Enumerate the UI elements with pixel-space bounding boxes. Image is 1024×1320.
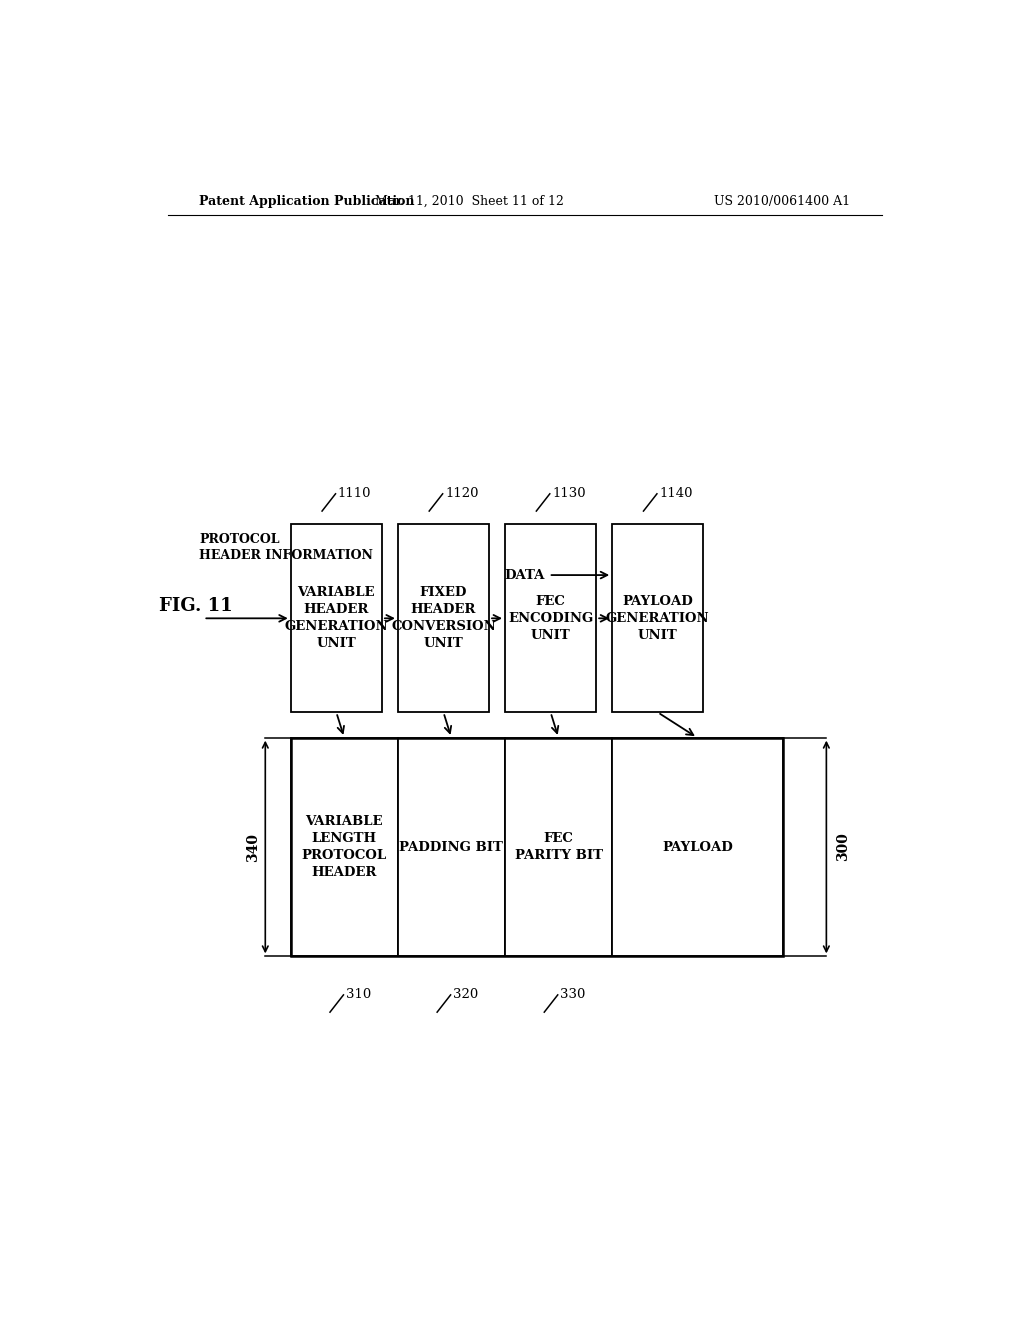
Text: VARIABLE
LENGTH
PROTOCOL
HEADER: VARIABLE LENGTH PROTOCOL HEADER — [302, 814, 387, 879]
Bar — [397, 738, 505, 956]
Text: 340: 340 — [247, 833, 260, 862]
Bar — [612, 524, 703, 713]
Text: PADDING BIT: PADDING BIT — [399, 841, 504, 854]
Text: VARIABLE
HEADER
GENERATION
UNIT: VARIABLE HEADER GENERATION UNIT — [285, 586, 388, 651]
Text: Mar. 11, 2010  Sheet 11 of 12: Mar. 11, 2010 Sheet 11 of 12 — [375, 194, 563, 207]
Text: FEC
PARITY BIT: FEC PARITY BIT — [514, 832, 602, 862]
Text: FEC
ENCODING
UNIT: FEC ENCODING UNIT — [508, 595, 593, 642]
Bar — [291, 738, 782, 956]
Text: 330: 330 — [560, 989, 586, 1002]
Bar — [505, 738, 612, 956]
Text: FIXED
HEADER
CONVERSION
UNIT: FIXED HEADER CONVERSION UNIT — [391, 586, 496, 651]
Text: 310: 310 — [346, 989, 371, 1002]
Text: PAYLOAD
GENERATION
UNIT: PAYLOAD GENERATION UNIT — [606, 595, 710, 642]
Text: PROTOCOL
HEADER INFORMATION: PROTOCOL HEADER INFORMATION — [200, 533, 374, 562]
Text: US 2010/0061400 A1: US 2010/0061400 A1 — [714, 194, 850, 207]
Text: PAYLOAD: PAYLOAD — [663, 841, 733, 854]
Text: 1140: 1140 — [659, 487, 693, 500]
Text: 1110: 1110 — [338, 487, 372, 500]
Text: FIG. 11: FIG. 11 — [159, 597, 232, 615]
Text: DATA: DATA — [504, 569, 545, 582]
Bar — [505, 524, 596, 713]
Text: Patent Application Publication: Patent Application Publication — [200, 194, 415, 207]
Bar — [291, 524, 382, 713]
Text: 300: 300 — [836, 833, 850, 862]
Text: 320: 320 — [453, 989, 478, 1002]
Text: 1120: 1120 — [445, 487, 478, 500]
Bar — [612, 738, 782, 956]
Text: 1130: 1130 — [552, 487, 586, 500]
Bar — [291, 738, 397, 956]
Bar — [397, 524, 489, 713]
